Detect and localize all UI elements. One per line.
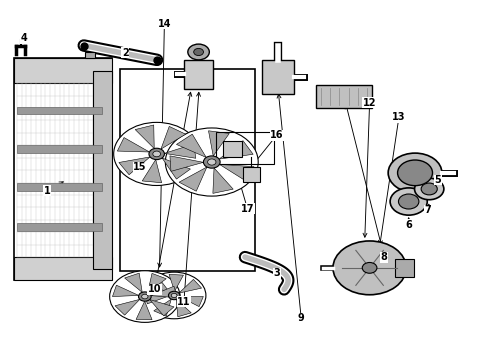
Polygon shape xyxy=(164,144,196,158)
Bar xyxy=(223,140,242,157)
Text: 9: 9 xyxy=(298,313,305,323)
Circle shape xyxy=(194,48,203,55)
Bar xyxy=(395,259,414,277)
Text: 17: 17 xyxy=(241,204,254,214)
Bar xyxy=(85,51,96,58)
Bar xyxy=(121,69,255,271)
Text: 7: 7 xyxy=(425,206,432,216)
Text: 12: 12 xyxy=(363,98,376,108)
Circle shape xyxy=(139,292,151,301)
Circle shape xyxy=(153,151,161,157)
Circle shape xyxy=(397,160,433,186)
Bar xyxy=(14,58,112,83)
Circle shape xyxy=(208,159,216,165)
Polygon shape xyxy=(151,286,177,298)
Polygon shape xyxy=(148,278,170,293)
Polygon shape xyxy=(213,168,233,193)
Circle shape xyxy=(203,156,220,168)
Circle shape xyxy=(398,194,419,209)
Circle shape xyxy=(110,271,180,322)
Polygon shape xyxy=(135,125,154,149)
Polygon shape xyxy=(117,138,149,152)
Bar xyxy=(243,167,260,182)
Polygon shape xyxy=(219,141,253,159)
Polygon shape xyxy=(113,285,139,297)
Polygon shape xyxy=(179,167,207,191)
Text: 11: 11 xyxy=(177,297,191,307)
Bar xyxy=(17,183,102,191)
Circle shape xyxy=(415,178,444,200)
Bar xyxy=(316,85,372,108)
Polygon shape xyxy=(162,158,191,179)
Text: 6: 6 xyxy=(405,220,412,230)
Polygon shape xyxy=(145,293,169,304)
Circle shape xyxy=(114,122,200,185)
Circle shape xyxy=(390,188,427,215)
Polygon shape xyxy=(179,279,201,293)
Text: 2: 2 xyxy=(122,48,129,58)
Text: 5: 5 xyxy=(435,175,441,185)
Text: 15: 15 xyxy=(133,162,147,172)
Polygon shape xyxy=(136,301,152,320)
Polygon shape xyxy=(115,300,140,315)
Text: 8: 8 xyxy=(381,252,388,262)
Text: 16: 16 xyxy=(270,130,284,140)
Polygon shape xyxy=(176,300,191,317)
Circle shape xyxy=(388,153,442,193)
Bar xyxy=(262,60,294,94)
Polygon shape xyxy=(169,274,183,291)
Bar xyxy=(216,132,274,164)
Polygon shape xyxy=(154,299,172,316)
Circle shape xyxy=(421,183,437,195)
Circle shape xyxy=(333,241,406,295)
Text: 13: 13 xyxy=(392,112,406,122)
Polygon shape xyxy=(119,157,150,175)
Bar xyxy=(14,257,112,280)
Circle shape xyxy=(142,294,148,299)
Bar xyxy=(17,145,102,153)
Circle shape xyxy=(169,291,180,300)
Polygon shape xyxy=(170,156,203,171)
Circle shape xyxy=(188,44,209,60)
Polygon shape xyxy=(124,273,142,292)
Polygon shape xyxy=(220,165,254,181)
Polygon shape xyxy=(142,159,162,183)
Bar xyxy=(184,60,213,89)
Text: 10: 10 xyxy=(148,284,161,294)
Circle shape xyxy=(172,293,177,298)
Bar xyxy=(14,58,112,280)
Bar xyxy=(17,223,102,231)
Polygon shape xyxy=(149,300,174,316)
Text: 14: 14 xyxy=(158,19,171,29)
Polygon shape xyxy=(161,126,186,149)
Text: 3: 3 xyxy=(273,268,280,278)
Bar xyxy=(17,107,102,114)
Text: 1: 1 xyxy=(44,186,50,196)
Circle shape xyxy=(362,262,377,273)
Polygon shape xyxy=(209,131,229,156)
Polygon shape xyxy=(180,297,203,307)
Circle shape xyxy=(149,148,165,159)
Circle shape xyxy=(165,128,258,196)
Bar xyxy=(93,71,112,269)
Polygon shape xyxy=(176,134,206,157)
Text: 4: 4 xyxy=(21,33,27,43)
Circle shape xyxy=(143,272,206,319)
Polygon shape xyxy=(147,273,166,292)
